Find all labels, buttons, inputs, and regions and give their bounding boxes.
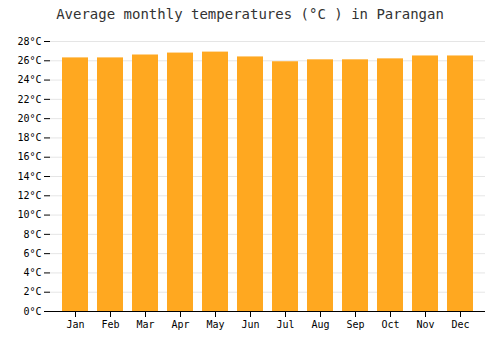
svg-text:Oct: Oct xyxy=(381,319,399,330)
svg-text:Mar: Mar xyxy=(136,319,154,330)
svg-text:Aug: Aug xyxy=(311,319,329,330)
svg-text:0°C: 0°C xyxy=(23,306,41,317)
svg-text:Jun: Jun xyxy=(241,319,259,330)
svg-text:12°C: 12°C xyxy=(17,190,41,201)
svg-text:8°C: 8°C xyxy=(23,229,41,240)
svg-text:Dec: Dec xyxy=(451,319,469,330)
svg-text:24°C: 24°C xyxy=(17,74,41,85)
svg-text:Apr: Apr xyxy=(171,319,189,330)
svg-text:10°C: 10°C xyxy=(17,209,41,220)
svg-text:6°C: 6°C xyxy=(23,248,41,259)
svg-text:14°C: 14°C xyxy=(17,171,41,182)
svg-text:22°C: 22°C xyxy=(17,94,41,105)
html-text:Average monthly temperatures (: Average monthly temperatures (°C ) in Pa… xyxy=(56,6,444,22)
svg-text:May: May xyxy=(206,319,224,330)
svg-text:28°C: 28°C xyxy=(17,36,41,47)
svg-text:Feb: Feb xyxy=(101,319,119,330)
svg-text:Sep: Sep xyxy=(346,319,364,330)
svg-text:2°C: 2°C xyxy=(23,286,41,297)
svg-text:18°C: 18°C xyxy=(17,132,41,143)
svg-text:20°C: 20°C xyxy=(17,113,41,124)
svg-text:Nov: Nov xyxy=(416,319,434,330)
svg-text:4°C: 4°C xyxy=(23,267,41,278)
svg-text:Jan: Jan xyxy=(66,319,84,330)
svg-text:16°C: 16°C xyxy=(17,151,41,162)
svg-text:26°C: 26°C xyxy=(17,55,41,66)
svg-text:Jul: Jul xyxy=(276,319,294,330)
